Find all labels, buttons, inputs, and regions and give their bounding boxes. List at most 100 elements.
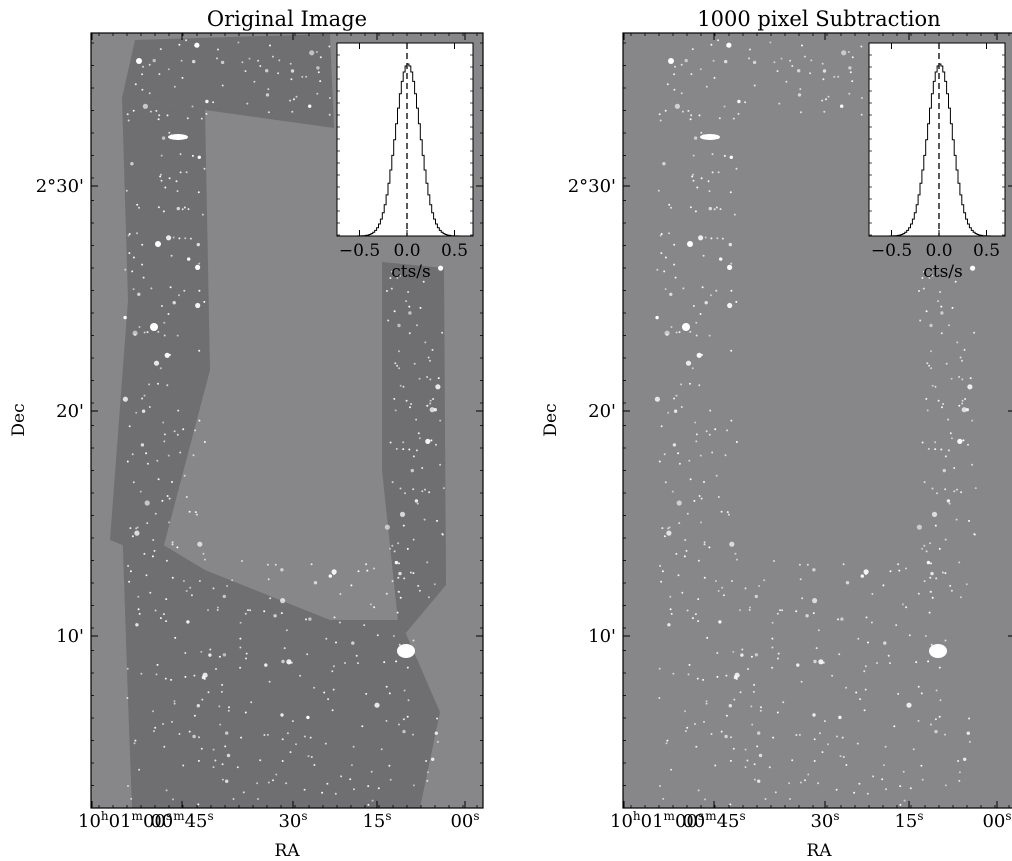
- star: [142, 103, 148, 109]
- star: [407, 291, 410, 293]
- star: [703, 541, 706, 544]
- star: [418, 437, 421, 440]
- star: [660, 425, 663, 428]
- star: [702, 254, 705, 257]
- star: [866, 792, 869, 795]
- star: [328, 113, 331, 116]
- star: [831, 674, 834, 677]
- star: [882, 584, 885, 587]
- star: [286, 732, 289, 735]
- star: [249, 609, 252, 612]
- star: [204, 558, 206, 561]
- star: [809, 72, 812, 75]
- star: [948, 324, 950, 327]
- star: [700, 131, 703, 134]
- star: [716, 652, 719, 654]
- star: [187, 208, 190, 211]
- star: [408, 311, 412, 315]
- star: [684, 58, 688, 63]
- star: [711, 153, 714, 156]
- star: [708, 546, 711, 549]
- star: [197, 759, 200, 762]
- star: [185, 39, 188, 42]
- star: [357, 570, 360, 573]
- star: [970, 265, 976, 271]
- star: [436, 519, 438, 522]
- star: [961, 402, 964, 405]
- star: [328, 45, 331, 48]
- star: [325, 637, 328, 640]
- star: [961, 399, 964, 402]
- star: [959, 596, 962, 599]
- star: [438, 265, 444, 271]
- star: [660, 580, 663, 583]
- star: [669, 292, 673, 296]
- star: [200, 650, 203, 653]
- star: [197, 155, 201, 159]
- star: [397, 323, 401, 328]
- star: [817, 782, 820, 785]
- star: [845, 686, 848, 689]
- star: [818, 732, 821, 735]
- star: [280, 568, 284, 572]
- star: [718, 117, 721, 120]
- star: [664, 109, 667, 112]
- star: [694, 723, 696, 725]
- star: [690, 114, 693, 117]
- star: [937, 399, 940, 402]
- star: [221, 683, 224, 686]
- star: [884, 745, 887, 748]
- star: [141, 73, 144, 76]
- star: [813, 659, 817, 664]
- star: [733, 698, 736, 701]
- star: [658, 697, 661, 699]
- star: [703, 720, 705, 723]
- x-tick-label: 00s: [450, 809, 479, 832]
- star: [353, 788, 355, 791]
- y-tick-label: 2°30': [568, 176, 616, 197]
- star: [716, 675, 719, 678]
- star: [145, 574, 148, 577]
- star: [257, 798, 259, 800]
- star: [146, 462, 149, 465]
- inset-tick-label: −0.5: [339, 241, 380, 261]
- star: [961, 407, 967, 413]
- star: [744, 101, 747, 104]
- star: [203, 300, 206, 303]
- star: [247, 609, 249, 612]
- star: [700, 521, 702, 524]
- star: [887, 654, 890, 657]
- star: [184, 652, 187, 654]
- star: [198, 736, 200, 739]
- star: [131, 453, 134, 456]
- star: [930, 571, 934, 576]
- star: [141, 409, 146, 413]
- star: [308, 104, 312, 108]
- star: [154, 609, 157, 612]
- star: [686, 512, 689, 515]
- star: [798, 563, 801, 566]
- star: [130, 162, 134, 166]
- star: [934, 729, 938, 734]
- star: [219, 723, 222, 726]
- star: [429, 378, 432, 381]
- star: [941, 571, 944, 574]
- star: [946, 499, 951, 503]
- star: [927, 447, 930, 450]
- star: [728, 704, 732, 708]
- star: [256, 782, 259, 785]
- star: [727, 513, 730, 516]
- star: [697, 789, 700, 792]
- star: [289, 62, 292, 65]
- star: [200, 747, 203, 750]
- star: [806, 563, 809, 566]
- star: [439, 463, 442, 466]
- x-tick-label: 00s: [982, 809, 1011, 832]
- star: [920, 764, 923, 767]
- star: [839, 755, 842, 758]
- star: [160, 305, 163, 307]
- star: [425, 760, 428, 762]
- star: [162, 613, 165, 616]
- star: [725, 714, 728, 717]
- star: [129, 527, 132, 530]
